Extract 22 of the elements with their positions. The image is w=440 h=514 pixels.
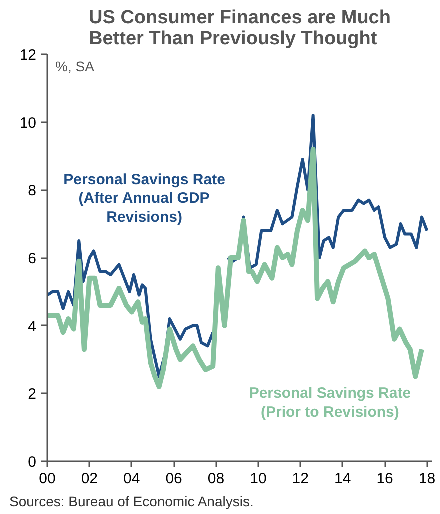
x-tick-label: 00 [39, 470, 56, 488]
y-tick-label: 4 [28, 318, 36, 336]
x-tick-label: 02 [81, 470, 98, 488]
source-note: Sources: Bureau of Economic Analysis. [10, 494, 254, 510]
y-tick-label: 0 [28, 454, 36, 471]
series-label: Personal Savings Rate (After Annual GDP Revisions) [64, 172, 226, 226]
y-axis-title: %, SA [56, 58, 96, 74]
x-tick-label: 14 [334, 470, 352, 488]
y-tick-label: 8 [28, 182, 36, 200]
series-label: Personal Savings Rate (Prior to Revisions) [249, 385, 412, 421]
x-tick-label: 10 [250, 470, 267, 488]
x-tick-label: 04 [124, 470, 140, 488]
y-tick-label: 6 [28, 250, 36, 268]
y-tick-label: 10 [20, 114, 37, 132]
x-tick-label: 06 [166, 470, 182, 488]
y-tick-label: 2 [28, 386, 36, 404]
x-tick-label: 12 [292, 470, 309, 488]
y-tick-label: 12 [20, 47, 37, 64]
x-tick-label: 18 [418, 470, 436, 488]
chart-title: US Consumer Finances are Much Better Than Previously Thought [89, 8, 391, 50]
x-tick-label: 16 [376, 470, 394, 488]
x-tick-label: 08 [208, 470, 225, 488]
